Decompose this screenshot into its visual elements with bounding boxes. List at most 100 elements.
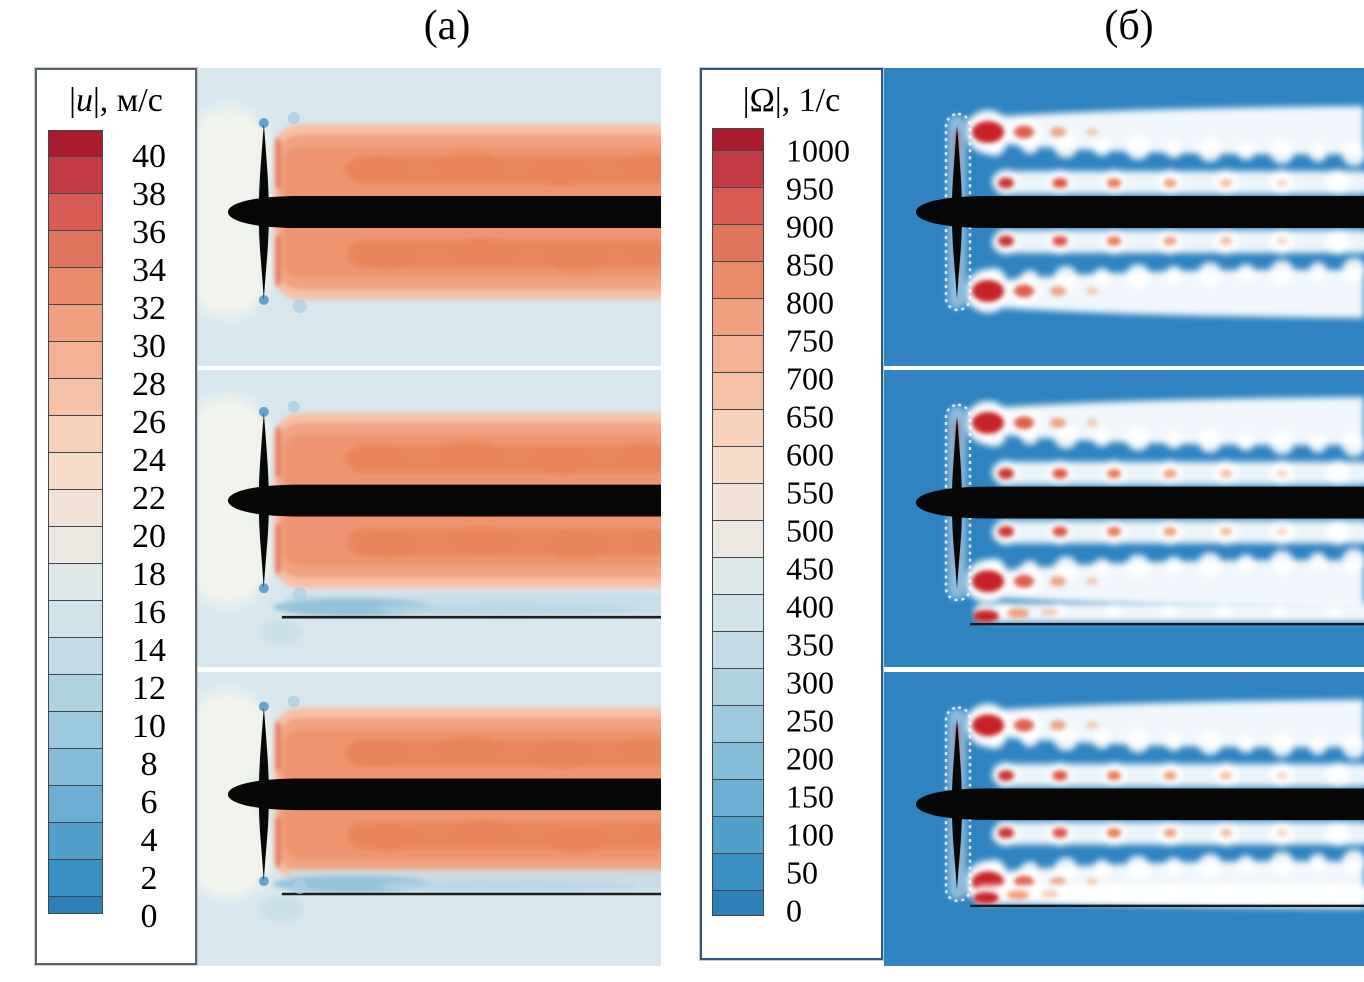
colorbar-segment [712, 889, 764, 916]
vorticity-field-rotor-plate-close [884, 672, 1364, 966]
colorbar-segment [712, 593, 764, 632]
colorbar-tick-label: 28 [132, 366, 166, 403]
colorbar-segment [712, 815, 764, 854]
colorbar-segment [712, 667, 764, 706]
colorbar-tick-label: 300 [786, 664, 834, 701]
colorbar-vorticity-ticks: 1000 950 900 850 800 750 700 650 600 550 500 450 400… [786, 128, 878, 937]
colorbar-velocity-title: |u|, м/с [37, 82, 195, 120]
colorbar-tick-label: 26 [132, 404, 166, 441]
colorbar-tick-label: 16 [132, 594, 166, 631]
colorbar-tick-label: 650 [786, 398, 834, 435]
velocity-contour-plot [198, 370, 661, 667]
vorticity-contour-plot [884, 672, 1364, 966]
colorbar-segment [712, 297, 764, 336]
panel-a-label: (а) [423, 3, 471, 49]
colorbar-tick-label: 450 [786, 550, 834, 587]
colorbar-segment [712, 223, 764, 262]
colorbar-velocity-ticks: 40 38 36 34 32 30 28 26 24 22 20 18 16 14 12 10 8 6 4 2 0 [109, 130, 189, 935]
colorbar-velocity: |u|, м/с 40 38 36 34 32 30 28 26 24 22 20 18 16 14 12 1… [34, 67, 198, 966]
colorbar-tick-label: 150 [786, 778, 834, 815]
colorbar-segment [48, 130, 103, 157]
colorbar-segment [48, 821, 103, 860]
bar-glyph: | [69, 82, 76, 119]
colorbar-segment [48, 599, 103, 638]
colorbar-tick-label: 950 [786, 170, 834, 207]
colorbar-segment [712, 371, 764, 410]
colorbar-segment [48, 636, 103, 675]
colorbar-vorticity: |Ω|, 1/с 1000 950 900 850 800 750 700 650 600 550… [699, 67, 884, 961]
colorbar-tick-label: 900 [786, 208, 834, 245]
colorbar-tick-label: 500 [786, 512, 834, 549]
colorbar-tick-label: 250 [786, 702, 834, 739]
colorbar-segment [712, 128, 764, 151]
colorbar-tick-label: 400 [786, 588, 834, 625]
colorbar-velocity-swatches [48, 130, 103, 935]
colorbar-tick-label: 12 [132, 670, 166, 707]
colorbar-segment [48, 525, 103, 564]
colorbar-segment [712, 186, 764, 225]
colorbar-segment [712, 334, 764, 373]
colorbar-tick-label: 0 [786, 892, 802, 929]
colorbar-tick-label: 24 [132, 442, 166, 479]
colorbar-segment [48, 710, 103, 749]
colorbar-segment [712, 408, 764, 447]
colorbar-segment [48, 303, 103, 342]
colorbar-segment [48, 156, 103, 194]
colorbar-tick-label: 4 [140, 822, 158, 859]
colorbar-segment [48, 673, 103, 712]
colorbar-segment [712, 260, 764, 299]
colorbar-tick-label: 100 [786, 816, 834, 853]
colorbar-segment [712, 149, 764, 188]
colorbar-tick-label: 750 [786, 322, 834, 359]
colorbar-tick-label: 22 [132, 480, 166, 517]
colorbar-tick-label: 700 [786, 360, 834, 397]
colorbar-tick-label: 800 [786, 284, 834, 321]
bar-glyph: | [742, 82, 750, 119]
colorbar-tick-label: 40 [132, 138, 166, 175]
colorbar-tick-label: 0 [140, 898, 158, 935]
colorbar-tick-label: 14 [132, 632, 166, 669]
colorbar-tick-label: 600 [786, 436, 834, 473]
colorbar-tick-label: 2 [140, 860, 158, 897]
vorticity-symbol: Ω [749, 82, 775, 119]
colorbar-tick-label: 38 [132, 176, 166, 213]
colorbar-segment [48, 562, 103, 601]
vorticity-contour-plot [884, 370, 1364, 667]
colorbar-segment [712, 778, 764, 817]
colorbar-segment [712, 482, 764, 521]
colorbar-segment [712, 852, 764, 891]
colorbar-tick-label: 850 [786, 246, 834, 283]
colorbar-tick-label: 350 [786, 626, 834, 663]
colorbar-segment [712, 556, 764, 595]
colorbar-segment [48, 377, 103, 416]
colorbar-segment [48, 414, 103, 453]
vorticity-contour-plot [884, 68, 1364, 366]
colorbar-tick-label: 18 [132, 556, 166, 593]
colorbar-segment [48, 451, 103, 490]
colorbar-segment [48, 340, 103, 379]
velocity-contour-plot [198, 672, 661, 966]
colorbar-segment [48, 784, 103, 823]
colorbar-segment [712, 519, 764, 558]
colorbar-tick-label: 34 [132, 252, 166, 289]
colorbar-segment [48, 488, 103, 527]
colorbar-segment [48, 229, 103, 268]
colorbar-segment [48, 192, 103, 231]
colorbar-segment [48, 266, 103, 305]
colorbar-vorticity-title: |Ω|, 1/с [702, 82, 881, 120]
colorbar-segment [712, 445, 764, 484]
panel-b-label: (б) [1104, 3, 1154, 49]
colorbar-tick-label: 20 [132, 518, 166, 555]
colorbar-segment [712, 741, 764, 780]
colorbar-segment [712, 704, 764, 743]
colorbar-segment [712, 630, 764, 669]
vorticity-field-isolated-rotor [884, 68, 1364, 366]
colorbar-tick-label: 6 [140, 784, 158, 821]
colorbar-tick-label: 30 [132, 328, 166, 365]
colorbar-tick-label: 50 [786, 854, 818, 891]
colorbar-segment [48, 747, 103, 786]
colorbar-tick-label: 8 [140, 746, 158, 783]
vorticity-field-rotor-plate [884, 370, 1364, 667]
velocity-field-isolated-rotor [198, 68, 661, 366]
colorbar-segment [48, 858, 103, 897]
